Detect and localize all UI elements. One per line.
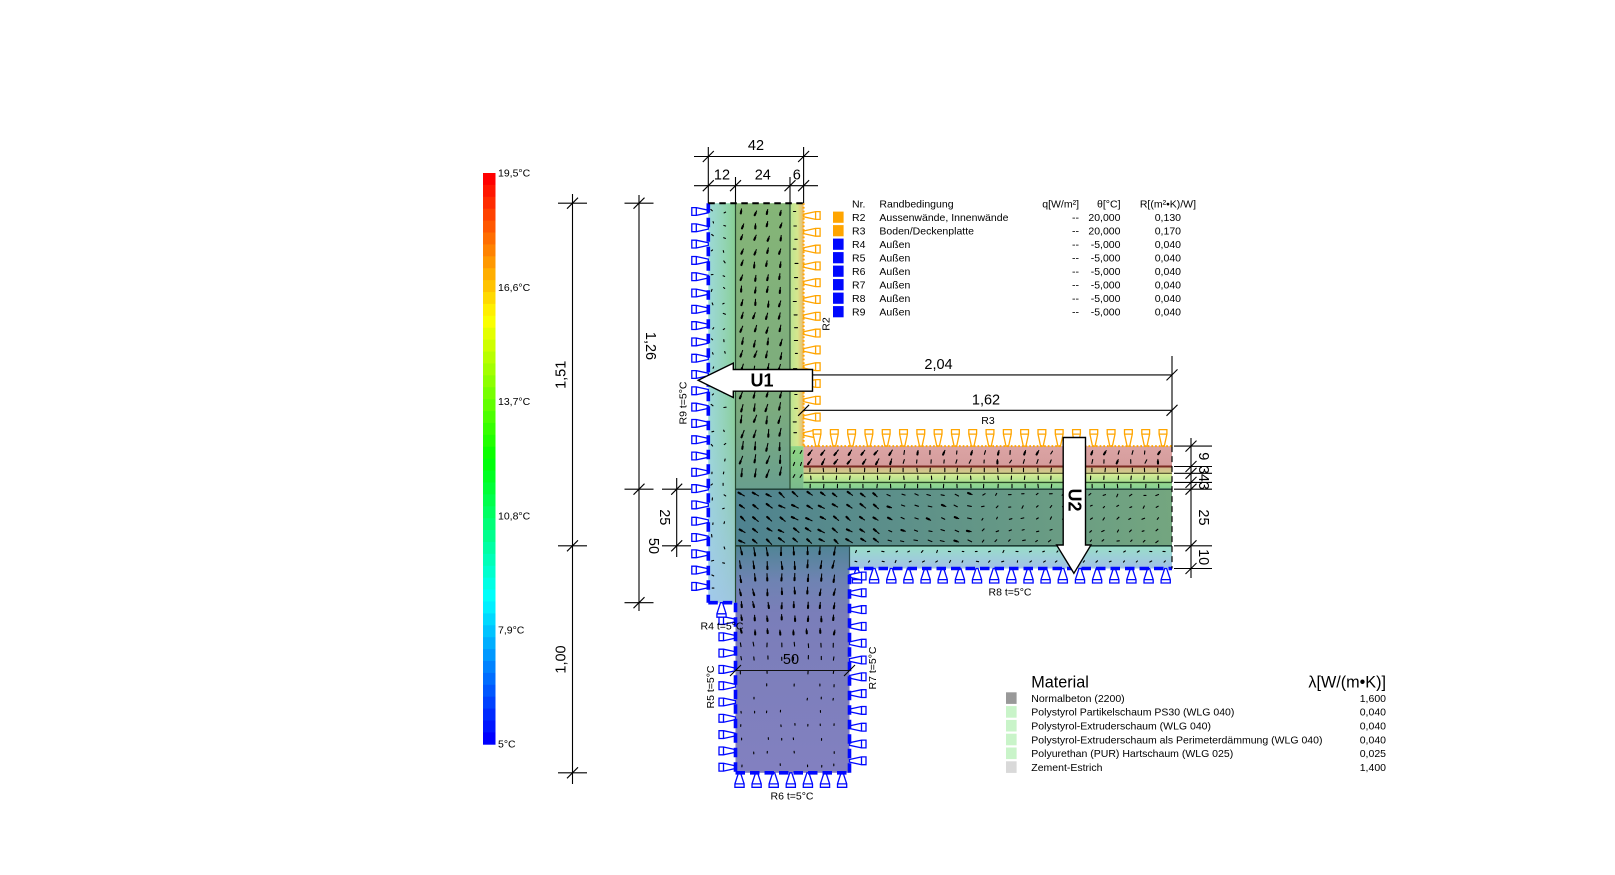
svg-text:1,400: 1,400 (1360, 762, 1386, 774)
svg-text:16,6°C: 16,6°C (498, 282, 531, 294)
svg-text:Außen: Außen (879, 280, 910, 292)
svg-text:Randbedingung: Randbedingung (879, 198, 953, 210)
svg-text:R3: R3 (981, 415, 995, 427)
svg-text:0,040: 0,040 (1155, 239, 1181, 251)
svg-text:Außen: Außen (879, 253, 910, 265)
svg-text:-5,000: -5,000 (1091, 280, 1121, 292)
svg-text:1,51: 1,51 (554, 361, 570, 389)
svg-text:-5,000: -5,000 (1091, 253, 1121, 265)
svg-text:0,040: 0,040 (1360, 707, 1386, 719)
svg-text:0,040: 0,040 (1155, 307, 1181, 319)
svg-text:Polystyrol-Extruderschaum als: Polystyrol-Extruderschaum als Perimeterd… (1031, 734, 1322, 746)
svg-text:R9: R9 (852, 307, 866, 319)
svg-text:6: 6 (793, 168, 801, 184)
svg-text:3: 3 (1195, 482, 1211, 490)
svg-text:24: 24 (755, 168, 771, 184)
svg-text:0,025: 0,025 (1360, 748, 1386, 760)
svg-text:19,5°C: 19,5°C (498, 168, 531, 180)
svg-text:1,600: 1,600 (1360, 693, 1386, 705)
svg-text:1,62: 1,62 (972, 393, 1000, 409)
svg-text:R6: R6 (852, 266, 866, 278)
svg-text:Polyurethan (PUR) Hartschaum (: Polyurethan (PUR) Hartschaum (WLG 025) (1031, 748, 1233, 760)
svg-text:4: 4 (1195, 474, 1211, 482)
svg-text:10,8°C: 10,8°C (498, 510, 531, 522)
svg-text:0,170: 0,170 (1155, 226, 1181, 238)
svg-text:25: 25 (656, 509, 672, 525)
svg-text:Außen: Außen (879, 239, 910, 251)
svg-text:R9 t=5°C: R9 t=5°C (678, 381, 690, 424)
svg-text:q[W/m²]: q[W/m²] (1042, 198, 1079, 210)
svg-text:9: 9 (1195, 452, 1211, 460)
svg-text:0,040: 0,040 (1360, 734, 1386, 746)
svg-text:50: 50 (783, 652, 799, 668)
svg-text:Normalbeton (2200): Normalbeton (2200) (1031, 693, 1124, 705)
svg-text:R[(m²•K)/W]: R[(m²•K)/W] (1140, 198, 1196, 210)
svg-text:Zement-Estrich: Zement-Estrich (1031, 762, 1102, 774)
svg-text:1,26: 1,26 (642, 332, 658, 360)
svg-text:R7 t=5°C: R7 t=5°C (867, 646, 879, 689)
svg-text:R3: R3 (852, 226, 866, 238)
svg-text:R2: R2 (852, 212, 866, 224)
svg-text:3: 3 (1195, 466, 1211, 474)
svg-text:20,000: 20,000 (1088, 212, 1120, 224)
svg-text:Aussenwände, Innenwände: Aussenwände, Innenwände (879, 212, 1008, 224)
svg-text:R2: R2 (821, 317, 833, 331)
svg-text:R5: R5 (852, 253, 866, 265)
svg-text:Material: Material (1031, 674, 1089, 692)
svg-text:10: 10 (1195, 549, 1211, 565)
svg-text:-5,000: -5,000 (1091, 293, 1121, 305)
svg-text:12: 12 (714, 168, 730, 184)
svg-text:Außen: Außen (879, 293, 910, 305)
svg-text:--: -- (1072, 266, 1079, 278)
svg-text:Außen: Außen (879, 266, 910, 278)
svg-text:0,040: 0,040 (1155, 280, 1181, 292)
svg-text:Polystyrol-Extruderschaum (WLG: Polystyrol-Extruderschaum (WLG 040) (1031, 721, 1211, 733)
svg-text:R8 t=5°C: R8 t=5°C (988, 587, 1031, 599)
svg-text:--: -- (1072, 239, 1079, 251)
svg-text:13,7°C: 13,7°C (498, 396, 531, 408)
svg-text:0,040: 0,040 (1155, 293, 1181, 305)
svg-text:Außen: Außen (879, 307, 910, 319)
svg-text:U2: U2 (1065, 488, 1085, 511)
svg-text:R8: R8 (852, 293, 866, 305)
svg-text:0,040: 0,040 (1360, 721, 1386, 733)
svg-text:0,130: 0,130 (1155, 212, 1181, 224)
svg-text:--: -- (1072, 280, 1079, 292)
svg-text:--: -- (1072, 253, 1079, 265)
svg-text:R5 t=5°C: R5 t=5°C (705, 665, 717, 708)
svg-text:0,040: 0,040 (1155, 253, 1181, 265)
svg-text:-5,000: -5,000 (1091, 307, 1121, 319)
svg-text:R4 t=5°C: R4 t=5°C (700, 621, 743, 633)
svg-text:--: -- (1072, 307, 1079, 319)
svg-text:R4: R4 (852, 239, 866, 251)
svg-text:25: 25 (1195, 509, 1211, 525)
svg-text:0,040: 0,040 (1155, 266, 1181, 278)
svg-text:7,9°C: 7,9°C (498, 625, 525, 637)
svg-text:--: -- (1072, 226, 1079, 238)
svg-text:50: 50 (645, 538, 661, 554)
svg-text:42: 42 (748, 138, 764, 154)
svg-text:5°C: 5°C (498, 739, 516, 751)
svg-text:2,04: 2,04 (924, 357, 952, 373)
svg-text:R6 t=5°C: R6 t=5°C (770, 791, 813, 803)
svg-text:--: -- (1072, 293, 1079, 305)
svg-text:1,00: 1,00 (554, 645, 570, 673)
svg-text:20,000: 20,000 (1088, 226, 1120, 238)
svg-text:-5,000: -5,000 (1091, 266, 1121, 278)
svg-text:--: -- (1072, 212, 1079, 224)
svg-text:Boden/Deckenplatte: Boden/Deckenplatte (879, 226, 974, 238)
svg-text:U1: U1 (750, 371, 773, 391)
svg-text:Polystyrol Partikelschaum PS30: Polystyrol Partikelschaum PS30 (WLG 040) (1031, 707, 1234, 719)
svg-text:Nr.: Nr. (852, 198, 865, 210)
svg-text:-5,000: -5,000 (1091, 239, 1121, 251)
svg-text:R7: R7 (852, 280, 866, 292)
svg-text:θ[°C]: θ[°C] (1097, 198, 1121, 210)
svg-text:λ[W/(m•K)]: λ[W/(m•K)] (1308, 674, 1386, 692)
